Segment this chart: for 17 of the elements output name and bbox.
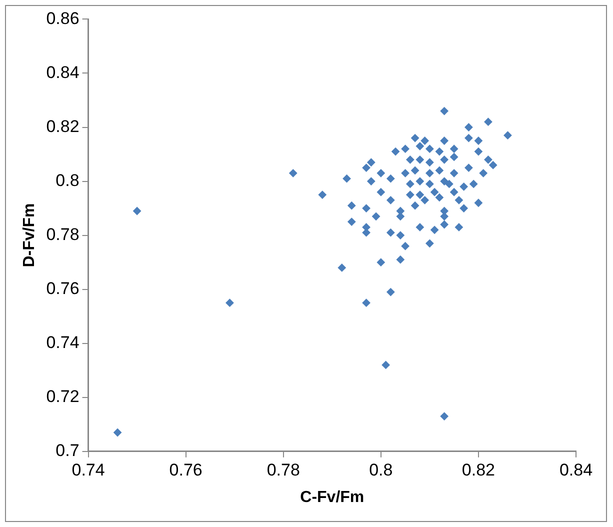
y-tick-label: 0.82 bbox=[46, 116, 80, 136]
y-tick-label: 0.86 bbox=[46, 8, 80, 28]
x-tick-label: 0.82 bbox=[462, 460, 496, 480]
x-tick-label: 0.76 bbox=[169, 460, 202, 480]
y-tick-label: 0.7 bbox=[56, 441, 80, 460]
y-tick-label: 0.72 bbox=[46, 387, 80, 406]
x-tick-label: 0.84 bbox=[559, 460, 593, 480]
y-tick-label: 0.78 bbox=[46, 224, 80, 244]
y-tick-label: 0.74 bbox=[46, 333, 80, 352]
x-axis-title: C-Fv/Fm bbox=[300, 488, 364, 506]
x-tick-label: 0.8 bbox=[369, 460, 393, 480]
y-tick-label: 0.8 bbox=[56, 170, 80, 190]
y-tick-label: 0.84 bbox=[46, 62, 80, 82]
x-tick-label: 0.78 bbox=[266, 460, 300, 480]
y-tick-label: 0.76 bbox=[46, 279, 80, 298]
y-axis-title: D-Fv/Fm bbox=[21, 203, 38, 268]
x-tick-label: 0.74 bbox=[72, 460, 105, 480]
